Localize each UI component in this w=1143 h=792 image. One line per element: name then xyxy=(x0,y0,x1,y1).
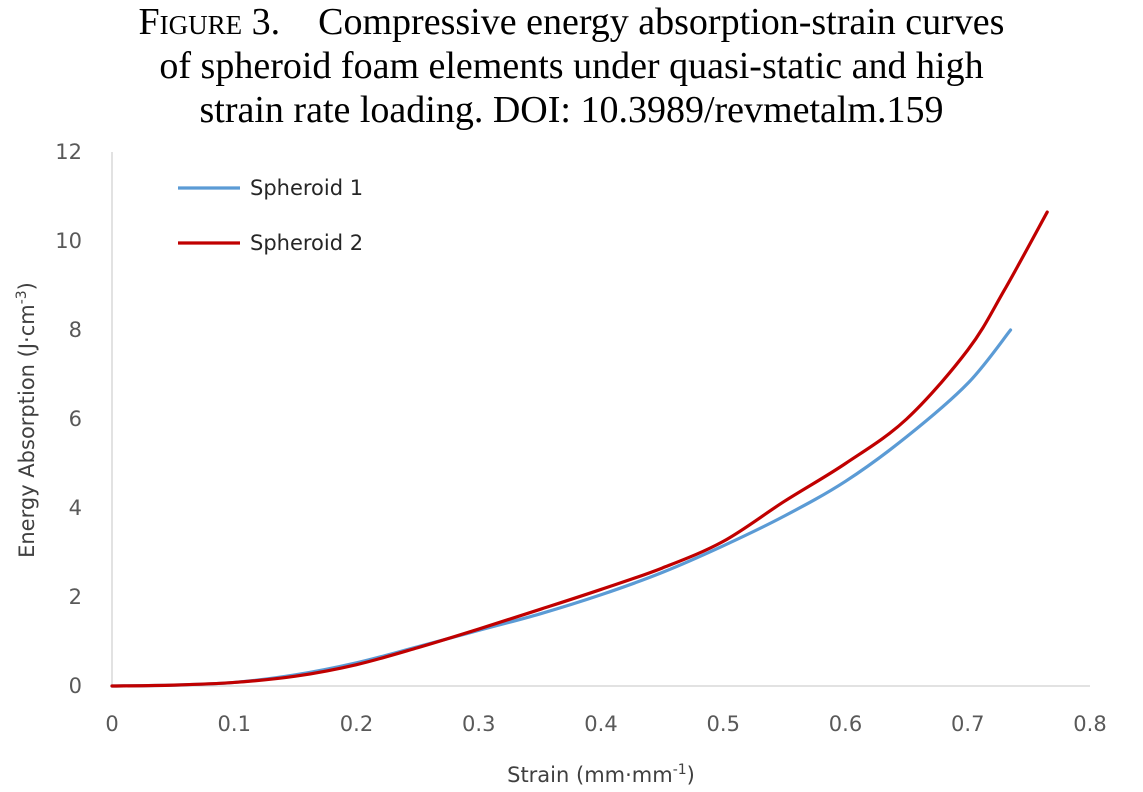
x-tick-label: 0.3 xyxy=(462,712,495,736)
y-tick-label: 0 xyxy=(69,674,82,698)
y-tick-label: 10 xyxy=(55,229,82,253)
figure-label: Figure 3. xyxy=(138,1,281,43)
y-tick-label: 6 xyxy=(69,407,82,431)
caption-line-2: of spheroid foam elements under quasi-st… xyxy=(159,45,984,87)
x-tick-label: 0 xyxy=(105,712,118,736)
chart-axes xyxy=(111,152,1090,687)
x-tick-labels: 0 0.1 0.2 0.3 0.4 0.5 0.6 0.7 0.8 xyxy=(105,712,1106,736)
legend-label-2: Spheroid 2 xyxy=(250,231,363,255)
y-tick-label: 12 xyxy=(55,140,82,164)
x-axis-title: Strain (mm·mm-1) xyxy=(507,762,695,787)
x-tick-label: 0.4 xyxy=(584,712,617,736)
x-tick-label: 0.7 xyxy=(951,712,984,736)
series-line-2 xyxy=(110,210,1049,688)
y-tick-label: 8 xyxy=(69,318,82,342)
series-lines xyxy=(110,210,1049,688)
x-tick-label: 0.5 xyxy=(707,712,740,736)
caption-line-3: strain rate loading. DOI: 10.3989/revmet… xyxy=(199,89,944,131)
x-tick-label: 0.6 xyxy=(829,712,862,736)
figure-caption: Figure 3. Compressive energy absorption-… xyxy=(0,0,1143,132)
caption-text-1: Compressive energy absorption-strain cur… xyxy=(318,1,1005,43)
legend-label-1: Spheroid 1 xyxy=(250,176,363,200)
chart-legend: Spheroid 1 Spheroid 2 xyxy=(178,176,363,255)
y-axis-title: Energy Absorption (J·cm-3) xyxy=(14,282,39,558)
y-tick-label: 4 xyxy=(69,496,82,520)
x-tick-label: 0.2 xyxy=(340,712,373,736)
y-tick-label: 2 xyxy=(69,585,82,609)
caption-line-1: Figure 3. Compressive energy absorption-… xyxy=(0,0,1143,44)
series-line-1 xyxy=(110,328,1013,688)
y-tick-labels: 0 2 4 6 8 10 12 xyxy=(55,140,82,698)
x-tick-label: 0.1 xyxy=(218,712,251,736)
x-tick-label: 0.8 xyxy=(1073,712,1106,736)
